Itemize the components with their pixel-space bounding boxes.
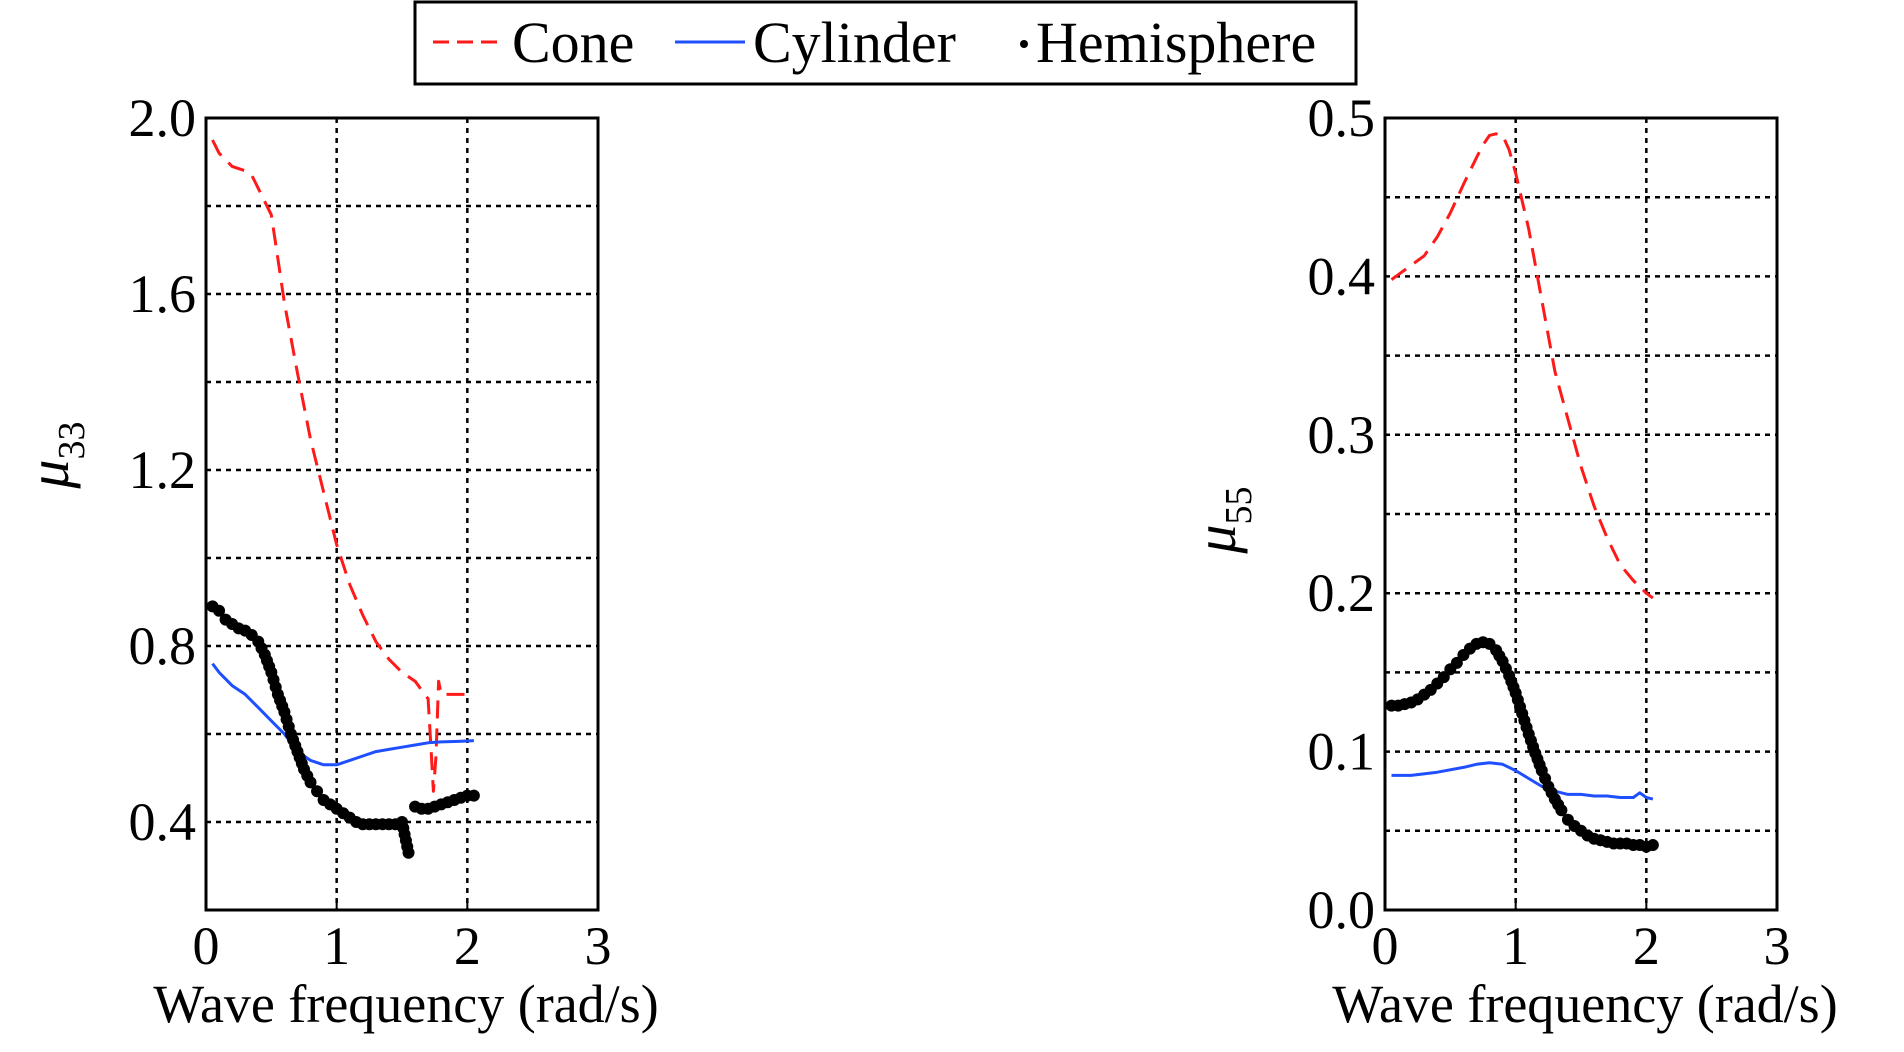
data-point-hemisphere [1437, 671, 1450, 684]
x-axis-label: Wave frequency (rad/s) [153, 974, 658, 1034]
plot-frame [204, 116, 600, 912]
x-tick-label: 3 [585, 916, 612, 976]
series-hemisphere [206, 600, 480, 859]
y-tick-label: 0.2 [1308, 563, 1376, 623]
y-tick-label: 0.0 [1308, 880, 1376, 940]
chart-mu55: 0 1 2 3 0.0 0.1 0.2 0.3 0.4 0.5 Wave frequency (ra… [1183, 88, 1838, 1034]
y-axis-label: μ33 [16, 421, 93, 489]
series-line-cylinder [211, 662, 474, 767]
x-tick-label: 3 [1764, 916, 1791, 976]
legend: Cone Cylinder Hemisphere [413, 0, 1358, 86]
plot-frame [1383, 116, 1779, 912]
series-line-cone [1390, 132, 1654, 600]
y-tick-label: 0.4 [1308, 246, 1376, 306]
x-tick-label: 1 [323, 916, 350, 976]
y-axis-symbol: μ [16, 459, 81, 489]
y-axis-symbol: μ [1183, 524, 1248, 554]
legend-swatch-hemisphere [1020, 40, 1028, 48]
y-tick-label: 0.1 [1308, 722, 1376, 782]
series-cone [211, 139, 474, 793]
x-tick-label: 0 [193, 916, 220, 976]
data-point-hemisphere [1450, 656, 1463, 669]
y-axis-label: μ55 [1183, 486, 1260, 554]
legend-label-cylinder: Cylinder [753, 10, 956, 75]
y-tick-label: 2.0 [129, 88, 197, 148]
series-cylinder [211, 662, 474, 767]
series-line-cylinder [1391, 761, 1654, 801]
y-tick-label: 0.5 [1308, 88, 1376, 148]
y-tick-label: 1.2 [129, 440, 197, 500]
y-tick-label: 0.3 [1308, 405, 1376, 465]
data-point-hemisphere [1646, 839, 1659, 852]
data-point-hemisphere [311, 785, 324, 798]
legend-label-hemisphere: Hemisphere [1036, 10, 1316, 75]
data-point-hemisphere [1555, 804, 1568, 817]
data-point-hemisphere [402, 846, 415, 859]
data-point-hemisphere [467, 789, 480, 802]
series-hemisphere [1385, 636, 1659, 853]
y-axis-subscript: 33 [51, 421, 93, 459]
y-tick-label: 1.6 [129, 264, 197, 324]
x-tick-label: 1 [1502, 916, 1529, 976]
series-line-cone [211, 139, 474, 793]
x-tick-label: 2 [454, 916, 481, 976]
legend-label-cone: Cone [512, 10, 634, 75]
y-axis-subscript: 55 [1218, 486, 1260, 524]
series-cone [1390, 132, 1654, 600]
x-tick-label: 2 [1633, 916, 1660, 976]
legend-box [413, 0, 1358, 86]
chart-mu33: 0 1 2 3 0.4 0.8 1.2 1.6 2.0 Wave frequency (rad/s… [16, 88, 659, 1034]
data-point-hemisphere [304, 776, 317, 789]
y-tick-label: 0.8 [129, 616, 197, 676]
y-tick-label: 0.4 [129, 792, 197, 852]
data-point-hemisphere [213, 604, 226, 617]
x-tick-label: 0 [1372, 916, 1399, 976]
series-cylinder [1391, 761, 1654, 801]
x-axis-label: Wave frequency (rad/s) [1332, 974, 1837, 1034]
